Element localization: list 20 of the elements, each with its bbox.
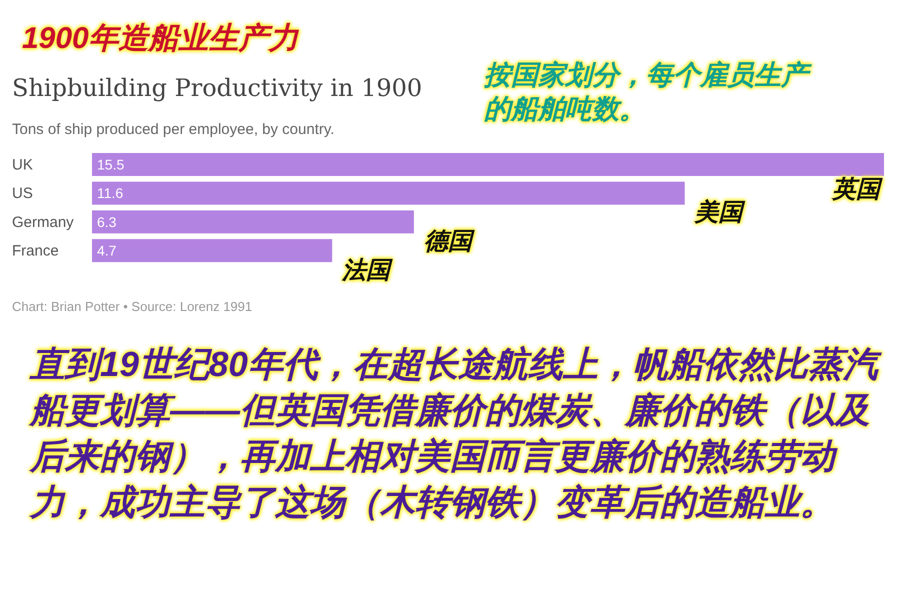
annotation: 法国 [342,256,390,286]
chart-subtitle: Tons of ship produced per employee, by country. [12,121,334,138]
y-tick-label: France [12,242,59,260]
y-tick-label: US [12,185,33,202]
chart-title: Shipbuilding Productivity in 1900 [12,74,422,102]
bar [92,239,332,262]
data-label: 6.3 [97,214,117,230]
bar [92,182,685,205]
bar [92,153,884,176]
text: 直到19世纪80年代，在超长途航线上，帆船依然比蒸汽船更划算——但英国凭借廉价的煤炭、廉价的铁（以及后来的钢），再加上相对美国而言更廉价的熟练劳动力，成功主导了这场（木转钢铁）变革后的造船业。 [30,344,883,524]
y-tick-label: Germany [12,214,74,231]
text: 1900年造船业生产力 [22,21,299,57]
y-tick-label: UK [12,156,33,174]
data-label: 11.6 [97,185,124,202]
bar [92,210,414,234]
text: 按国家划分，每个雇员生产的船舶吨数。 [484,59,813,126]
annotation: 美国 [694,198,743,228]
data-label: 15.5 [97,156,124,172]
text: Chart: Brian Potter • Source: Lorenz 1991 [12,299,252,314]
data-label: 4.7 [97,242,117,259]
